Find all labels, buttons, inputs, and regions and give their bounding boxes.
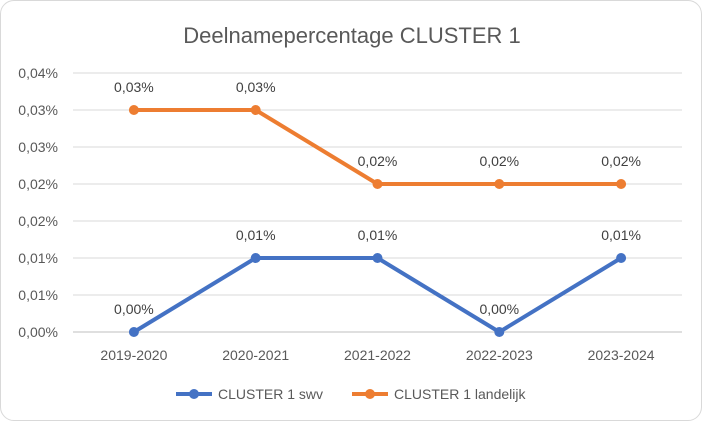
- data-labels: 0,00% 0,01% 0,01% 0,00% 0,01% 0,03% 0,03% 0,02%…: [114, 79, 641, 317]
- data-label: 0,02%: [601, 153, 641, 169]
- legend-swatch-marker: [189, 389, 199, 399]
- data-label: 0,03%: [114, 79, 154, 95]
- y-tick-label: 0,02%: [18, 213, 58, 229]
- data-label: 0,02%: [358, 153, 398, 169]
- data-point: [372, 253, 383, 263]
- data-point: [128, 105, 139, 115]
- data-label: 0,00%: [114, 301, 154, 317]
- data-point: [128, 327, 139, 337]
- data-label: 0,01%: [601, 227, 641, 243]
- y-tick-label: 0,02%: [18, 176, 58, 192]
- legend-label: CLUSTER 1 swv: [218, 386, 323, 402]
- y-tick-label: 0,01%: [18, 287, 58, 303]
- data-point: [250, 253, 261, 263]
- legend-label: CLUSTER 1 landelijk: [394, 386, 526, 402]
- data-point: [372, 179, 383, 189]
- x-axis-ticks: 2019-2020 2020-2021 2021-2022 2022-2023 2023…: [100, 347, 654, 363]
- y-tick-label: 0,03%: [18, 139, 58, 155]
- legend: CLUSTER 1 swv CLUSTER 1 landelijk: [176, 386, 526, 402]
- x-tick-label: 2020-2021: [222, 347, 289, 363]
- y-tick-label: 0,03%: [18, 102, 58, 118]
- data-label: 0,02%: [479, 153, 519, 169]
- x-tick-label: 2023-2024: [588, 347, 655, 363]
- x-tick-label: 2021-2022: [344, 347, 411, 363]
- data-label: 0,03%: [236, 79, 276, 95]
- data-point: [616, 179, 627, 189]
- data-point: [494, 327, 505, 337]
- x-tick-label: 2019-2020: [100, 347, 167, 363]
- y-axis-ticks: 0,00% 0,01% 0,01% 0,02% 0,02% 0,03% 0,03% 0,04%: [18, 65, 58, 340]
- y-tick-label: 0,00%: [18, 324, 58, 340]
- x-tick-label: 2022-2023: [466, 347, 533, 363]
- y-tick-label: 0,04%: [18, 65, 58, 81]
- data-point: [494, 179, 505, 189]
- data-label: 0,01%: [236, 227, 276, 243]
- chart-title: Deelnamepercentage CLUSTER 1: [183, 23, 521, 48]
- series-group: [128, 105, 627, 337]
- legend-swatch-marker: [365, 389, 375, 399]
- y-tick-label: 0,01%: [18, 250, 58, 266]
- data-point: [616, 253, 627, 263]
- data-point: [250, 105, 261, 115]
- data-label: 0,00%: [479, 301, 519, 317]
- data-label: 0,01%: [358, 227, 398, 243]
